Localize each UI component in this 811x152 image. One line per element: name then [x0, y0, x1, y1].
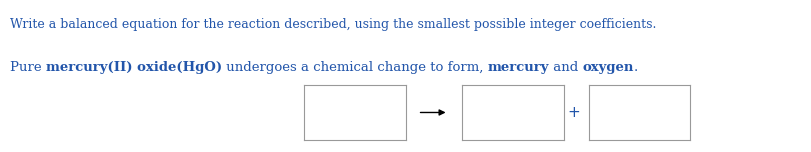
- Text: Pure: Pure: [10, 61, 45, 74]
- Text: mercury: mercury: [487, 61, 549, 74]
- Text: and: and: [549, 61, 582, 74]
- Text: oxygen: oxygen: [582, 61, 633, 74]
- Text: +: +: [568, 105, 581, 120]
- Text: .: .: [633, 61, 638, 74]
- Text: undergoes a chemical change to form,: undergoes a chemical change to form,: [221, 61, 487, 74]
- Text: mercury(II) oxide(HgO): mercury(II) oxide(HgO): [45, 61, 221, 74]
- Text: Write a balanced equation for the reaction described, using the smallest possibl: Write a balanced equation for the reacti…: [10, 18, 656, 31]
